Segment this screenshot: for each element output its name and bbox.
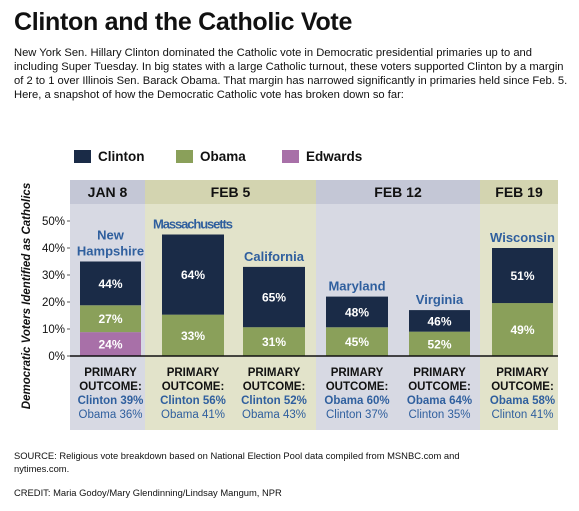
- bar-segment-clinton: [409, 310, 470, 332]
- bar-segment-obama: [243, 327, 305, 356]
- legend-label-edwards: Edwards: [306, 148, 363, 164]
- bar-value-label: 45%: [345, 335, 369, 349]
- legend-swatch-obama: [176, 149, 193, 163]
- outcome-heading: PRIMARY: [167, 367, 220, 379]
- state-label: Maryland: [328, 279, 385, 294]
- bar-segment-obama: [492, 303, 553, 356]
- outcome-other: Obama 41%: [161, 409, 225, 421]
- legend-label-clinton: Clinton: [98, 148, 145, 164]
- legend-item-clinton: Clinton: [74, 147, 145, 165]
- intro-text: New York Sen. Hillary Clinton dominated …: [14, 47, 568, 101]
- legend-label-obama: Obama: [200, 148, 246, 164]
- bar-segment-clinton: [80, 261, 141, 306]
- state-label: Wisconsin: [490, 230, 555, 245]
- outcome-heading: OUTCOME:: [491, 381, 554, 393]
- y-tick-label: 40%: [42, 243, 65, 255]
- bar-value-label: 33%: [181, 329, 205, 343]
- outcome-other: Clinton 41%: [491, 409, 553, 421]
- state-label: New: [97, 228, 125, 243]
- outcome-heading: PRIMARY: [84, 367, 137, 379]
- bar-value-label: 27%: [98, 312, 122, 326]
- y-axis-label: Democratic Voters Identified as Catholic…: [21, 183, 33, 409]
- bar-segment-clinton: [162, 234, 224, 315]
- bar-value-label: 49%: [510, 323, 534, 337]
- legend-item-obama: Obama: [176, 147, 246, 165]
- stacked-bar-chart: JAN 8 FEB 5 FEB 12 FEB 19 0% 10% 20% 30% 40% 50% D…: [21, 180, 558, 430]
- bar-value-label: 48%: [345, 305, 369, 319]
- outcome-heading: OUTCOME:: [243, 381, 306, 393]
- legend-swatch-clinton: [74, 149, 91, 163]
- state-label: Virginia: [416, 292, 464, 307]
- bar-segment-clinton: [492, 248, 553, 304]
- outcome-other: Clinton 35%: [408, 409, 470, 421]
- y-tick-label: 50%: [42, 216, 65, 228]
- outcome-winner: Clinton 52%: [241, 395, 307, 407]
- credit-note: CREDIT: Maria Godoy/Mary Glendinning/Lin…: [14, 487, 282, 498]
- group-header-bg: [70, 180, 145, 204]
- legend-item-edwards: Edwards: [282, 147, 362, 165]
- group-header-label: FEB 5: [211, 184, 251, 200]
- bar-segment-edwards: [80, 332, 141, 356]
- y-tick-label: 20%: [42, 297, 65, 309]
- state-label: California: [244, 249, 305, 264]
- outcome-winner: Clinton 39%: [78, 395, 144, 407]
- y-tick-label: 10%: [42, 324, 65, 336]
- bar-value-label: 64%: [181, 268, 205, 282]
- bar-segment-clinton: [243, 266, 305, 328]
- outcome-heading: PRIMARY: [331, 367, 384, 379]
- y-tick-label: 0%: [48, 351, 65, 363]
- group-header-bg: [316, 180, 480, 204]
- bar-value-label: 31%: [262, 335, 286, 349]
- outcome-heading: PRIMARY: [496, 367, 549, 379]
- outcome-winner: Obama 64%: [407, 395, 472, 407]
- outcome-heading: PRIMARY: [413, 367, 466, 379]
- group-header-label: FEB 19: [495, 184, 543, 200]
- outcome-heading: OUTCOME:: [326, 381, 389, 393]
- state-label: Hampshire: [77, 244, 144, 259]
- bar-segment-obama: [80, 305, 141, 333]
- bar-value-label: 65%: [262, 291, 286, 305]
- group-header-bg: [145, 180, 316, 204]
- outcome-other: Obama 43%: [242, 409, 306, 421]
- chart-title: Clinton and the Catholic Vote: [14, 8, 353, 36]
- outcome-heading: OUTCOME:: [408, 381, 471, 393]
- state-label: Massachusetts: [153, 217, 233, 232]
- group-header-label: JAN 8: [88, 184, 128, 200]
- bar-value-label: 52%: [427, 337, 451, 351]
- outcome-winner: Clinton 56%: [160, 395, 226, 407]
- bar-segment-clinton: [326, 296, 388, 328]
- legend-swatch-edwards: [282, 149, 299, 163]
- bar-value-label: 44%: [98, 277, 122, 291]
- source-note: SOURCE: Religious vote breakdown based o…: [14, 450, 460, 474]
- bar-value-label: 24%: [98, 338, 122, 352]
- outcome-heading: PRIMARY: [248, 367, 301, 379]
- outcome-winner: Obama 60%: [324, 395, 389, 407]
- bar-value-label: 46%: [427, 314, 451, 328]
- outcome-other: Obama 36%: [79, 409, 143, 421]
- outcome-heading: OUTCOME:: [162, 381, 225, 393]
- bar-segment-obama: [162, 314, 224, 356]
- outcome-other: Clinton 37%: [326, 409, 388, 421]
- group-header-label: FEB 12: [374, 184, 422, 200]
- outcome-heading: OUTCOME:: [79, 381, 142, 393]
- bar-segment-obama: [409, 331, 470, 356]
- group-header-bg: [480, 180, 558, 204]
- y-tick-label: 30%: [42, 270, 65, 282]
- bar-segment-obama: [326, 327, 388, 356]
- bar-value-label: 51%: [510, 269, 534, 283]
- outcome-winner: Obama 58%: [490, 395, 555, 407]
